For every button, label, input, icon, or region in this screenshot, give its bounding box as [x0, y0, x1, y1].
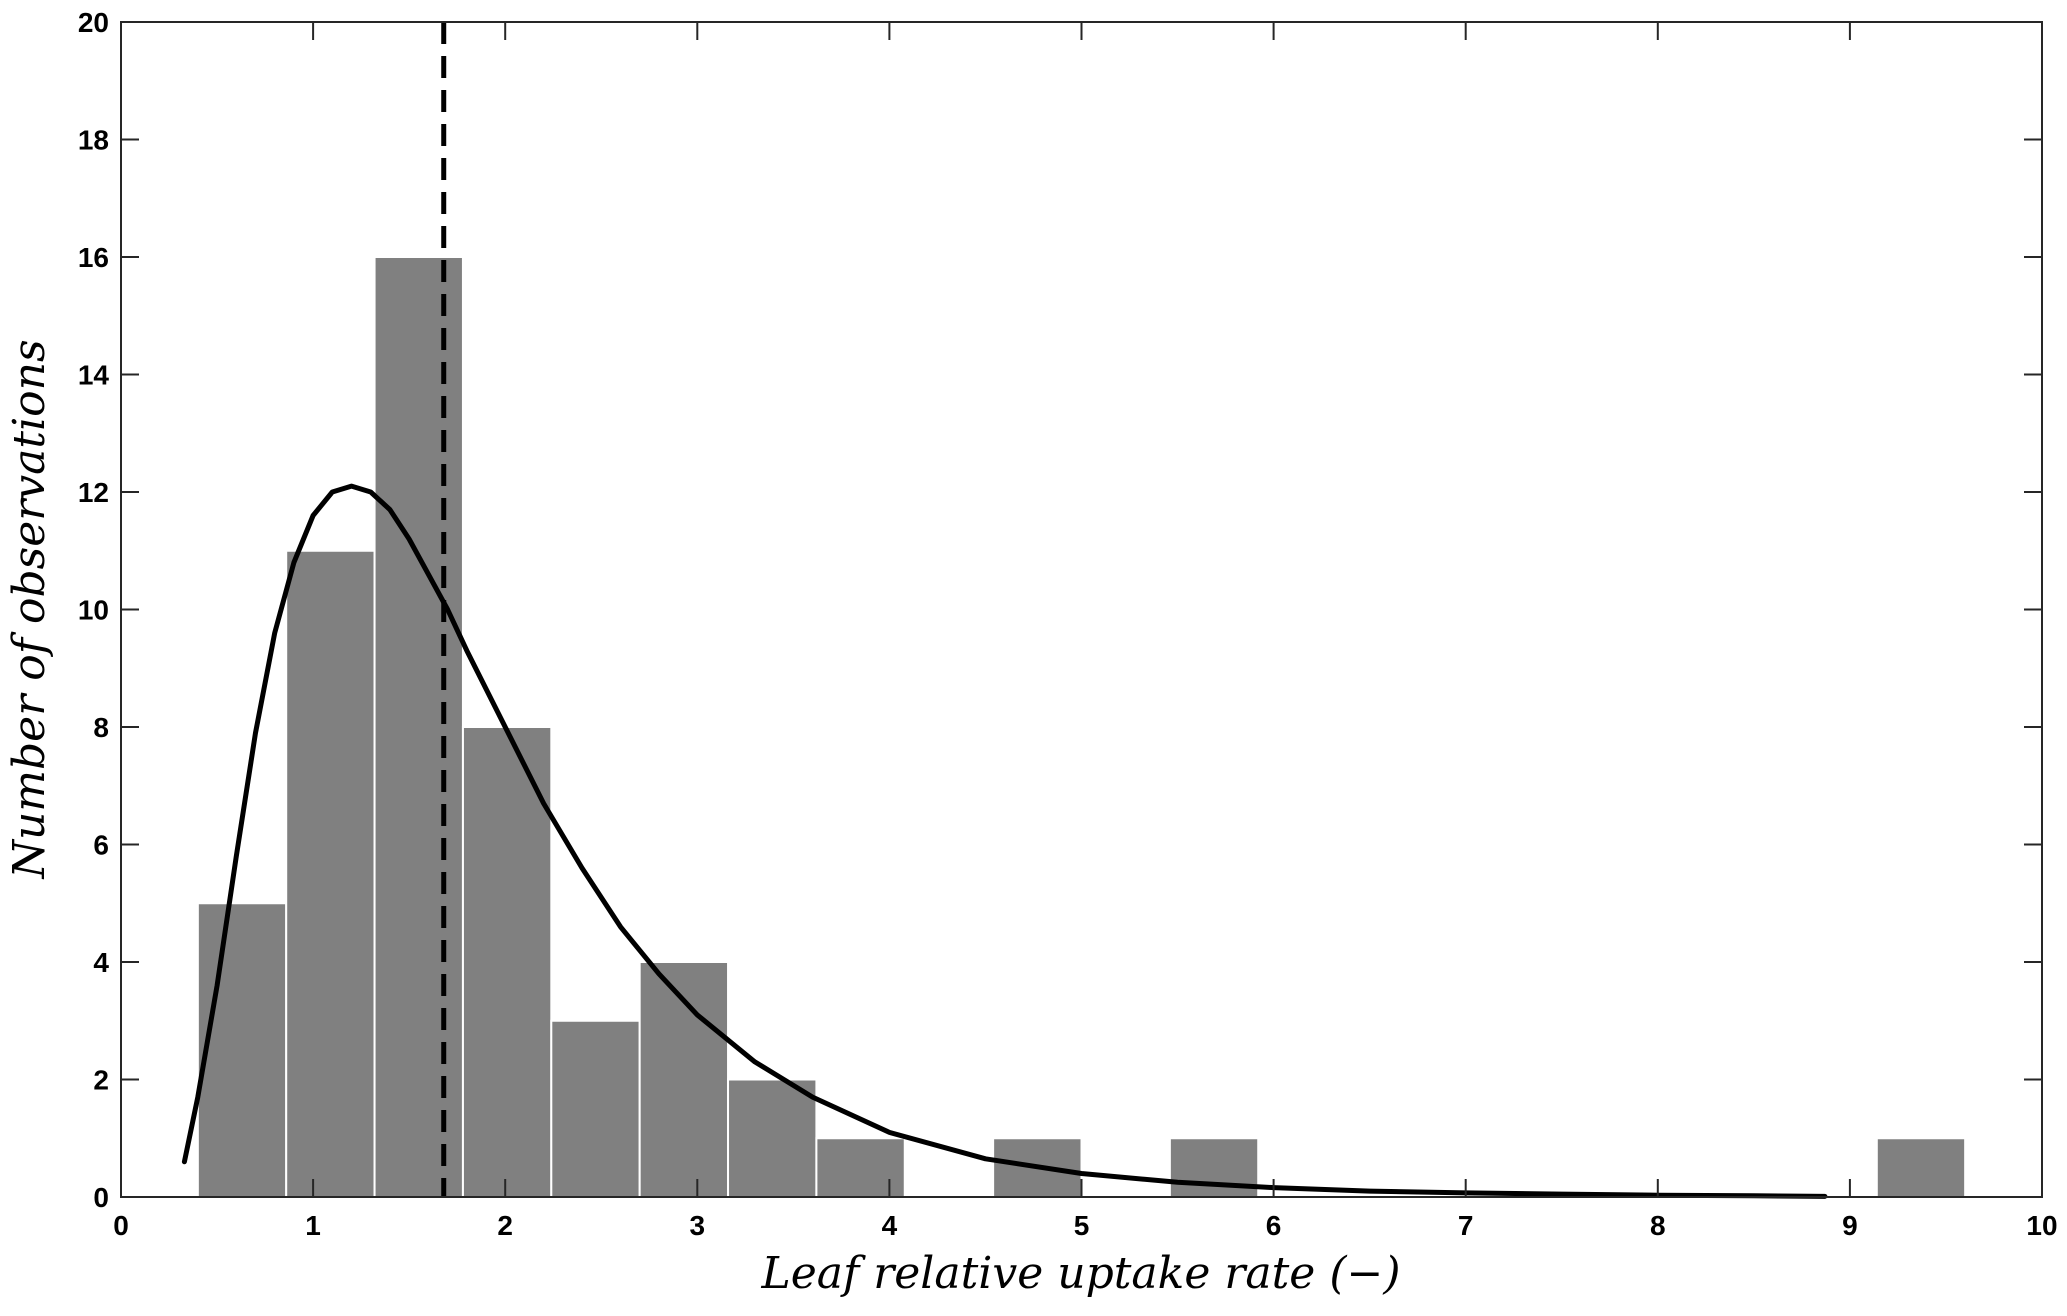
y-tick-label-4: 4 [93, 947, 109, 978]
histogram-bars [196, 256, 1967, 1198]
histogram-bar-2 [285, 549, 376, 1198]
x-tick-label-1: 1 [305, 1210, 321, 1241]
fit-curve-line [181, 483, 1828, 1199]
y-tick-label-20: 20 [78, 7, 109, 38]
y-tick-label-16: 16 [78, 242, 109, 273]
x-tick-label-6: 6 [1266, 1210, 1282, 1241]
y-tick-label-12: 12 [78, 477, 109, 508]
y-tick-label-6: 6 [93, 830, 109, 861]
y-tick-label-18: 18 [78, 125, 109, 156]
x-tick-label-7: 7 [1458, 1210, 1474, 1241]
histogram-bar-7 [727, 1078, 818, 1198]
y-tick-labels: 0 2 4 6 8 10 12 14 16 18 20 [78, 7, 110, 1213]
fit-curve-layer [181, 483, 1828, 1199]
x-tick-label-4: 4 [882, 1210, 898, 1241]
y-tick-label-0: 0 [93, 1182, 109, 1213]
histogram-bar-11 [1875, 1137, 1967, 1198]
y-tick-label-10: 10 [78, 595, 109, 626]
x-tick-label-0: 0 [113, 1210, 129, 1241]
x-tick-labels: 0 1 2 3 4 5 6 7 8 9 10 [113, 1210, 2057, 1241]
y-tick-label-8: 8 [93, 712, 109, 743]
histogram-bar-5 [550, 1019, 641, 1198]
histogram-bar-4 [461, 726, 553, 1198]
x-tick-label-9: 9 [1842, 1210, 1858, 1241]
histogram-bar-3 [373, 256, 464, 1198]
histogram-bar-1 [196, 902, 288, 1198]
y-axis-label: Number of observations [4, 339, 55, 879]
axis-ticks [120, 21, 2043, 1198]
x-axis-label: Leaf relative uptake rate (−) [760, 1248, 1400, 1299]
x-tick-label-3: 3 [690, 1210, 706, 1241]
y-tick-label-2: 2 [93, 1065, 109, 1096]
x-tick-label-5: 5 [1074, 1210, 1090, 1241]
histogram-bar-8 [815, 1137, 906, 1198]
y-tick-label-14: 14 [78, 360, 110, 391]
x-tick-label-10: 10 [2026, 1210, 2057, 1241]
x-tick-label-2: 2 [497, 1210, 513, 1241]
x-tick-label-8: 8 [1650, 1210, 1666, 1241]
